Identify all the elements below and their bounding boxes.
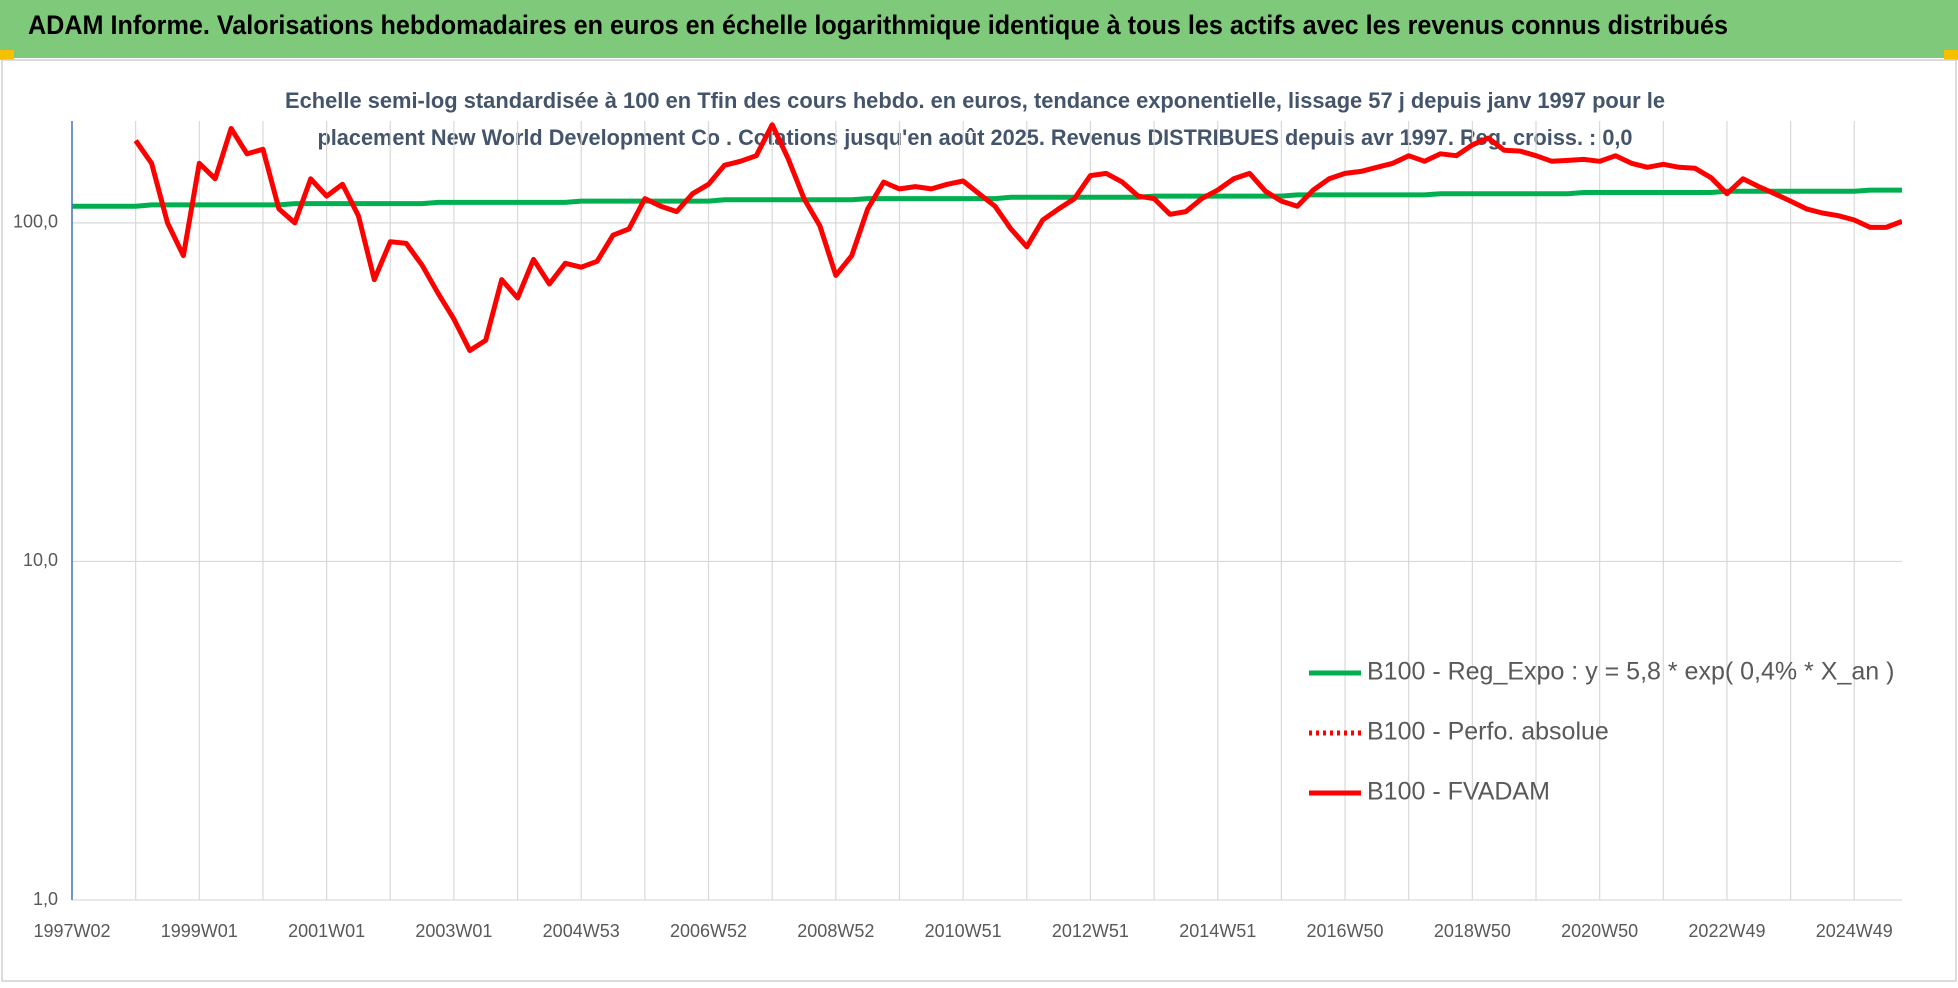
y-tick-label: 1,0 [33,889,58,909]
chart-title: Echelle semi-log standardisée à 100 en T… [285,88,1665,113]
corner-mark [1944,50,1958,60]
labels: 1,0 10,0 100,0 1997W02 1999W01 2001W01 2003W01… [13,212,1894,941]
series-line [133,122,1902,353]
x-tick-label: 1997W02 [33,921,110,941]
x-tick-label: 2006W52 [670,921,747,941]
legend-label: B100 - FVADAM [1367,778,1550,806]
x-tick-label: 2008W52 [797,921,874,941]
header-bar [0,0,1958,58]
corner-mark [0,50,14,60]
grid [72,121,1902,901]
y-tick-label: 10,0 [23,550,58,570]
chart-frame [1,59,1957,982]
header-title: ADAM Informe. Valorisations hebdomadaire… [28,10,1728,40]
x-tick-label: 2024W49 [1816,921,1893,941]
plot-area [72,122,1902,353]
legend-label: B100 - Perfo. absolue [1367,718,1609,746]
x-tick-label: 2018W50 [1434,921,1511,941]
x-tick-label: 2022W49 [1688,921,1765,941]
legend-label: B100 - Reg_Expo : y = 5,8 * exp( 0,4% * … [1367,658,1894,686]
x-tick-label: 2010W51 [925,921,1002,941]
y-tick-label: 100,0 [13,212,58,232]
x-tick-label: 2016W50 [1307,921,1384,941]
x-tick-label: 2003W01 [415,921,492,941]
x-tick-label: 1999W01 [161,921,238,941]
x-tick-label: 2014W51 [1179,921,1256,941]
x-tick-label: 2001W01 [288,921,365,941]
chart-title: placement New World Development Co . Cot… [318,125,1633,150]
x-tick-label: 2004W53 [543,921,620,941]
x-tick-label: 2012W51 [1052,921,1129,941]
x-tick-label: 2020W50 [1561,921,1638,941]
